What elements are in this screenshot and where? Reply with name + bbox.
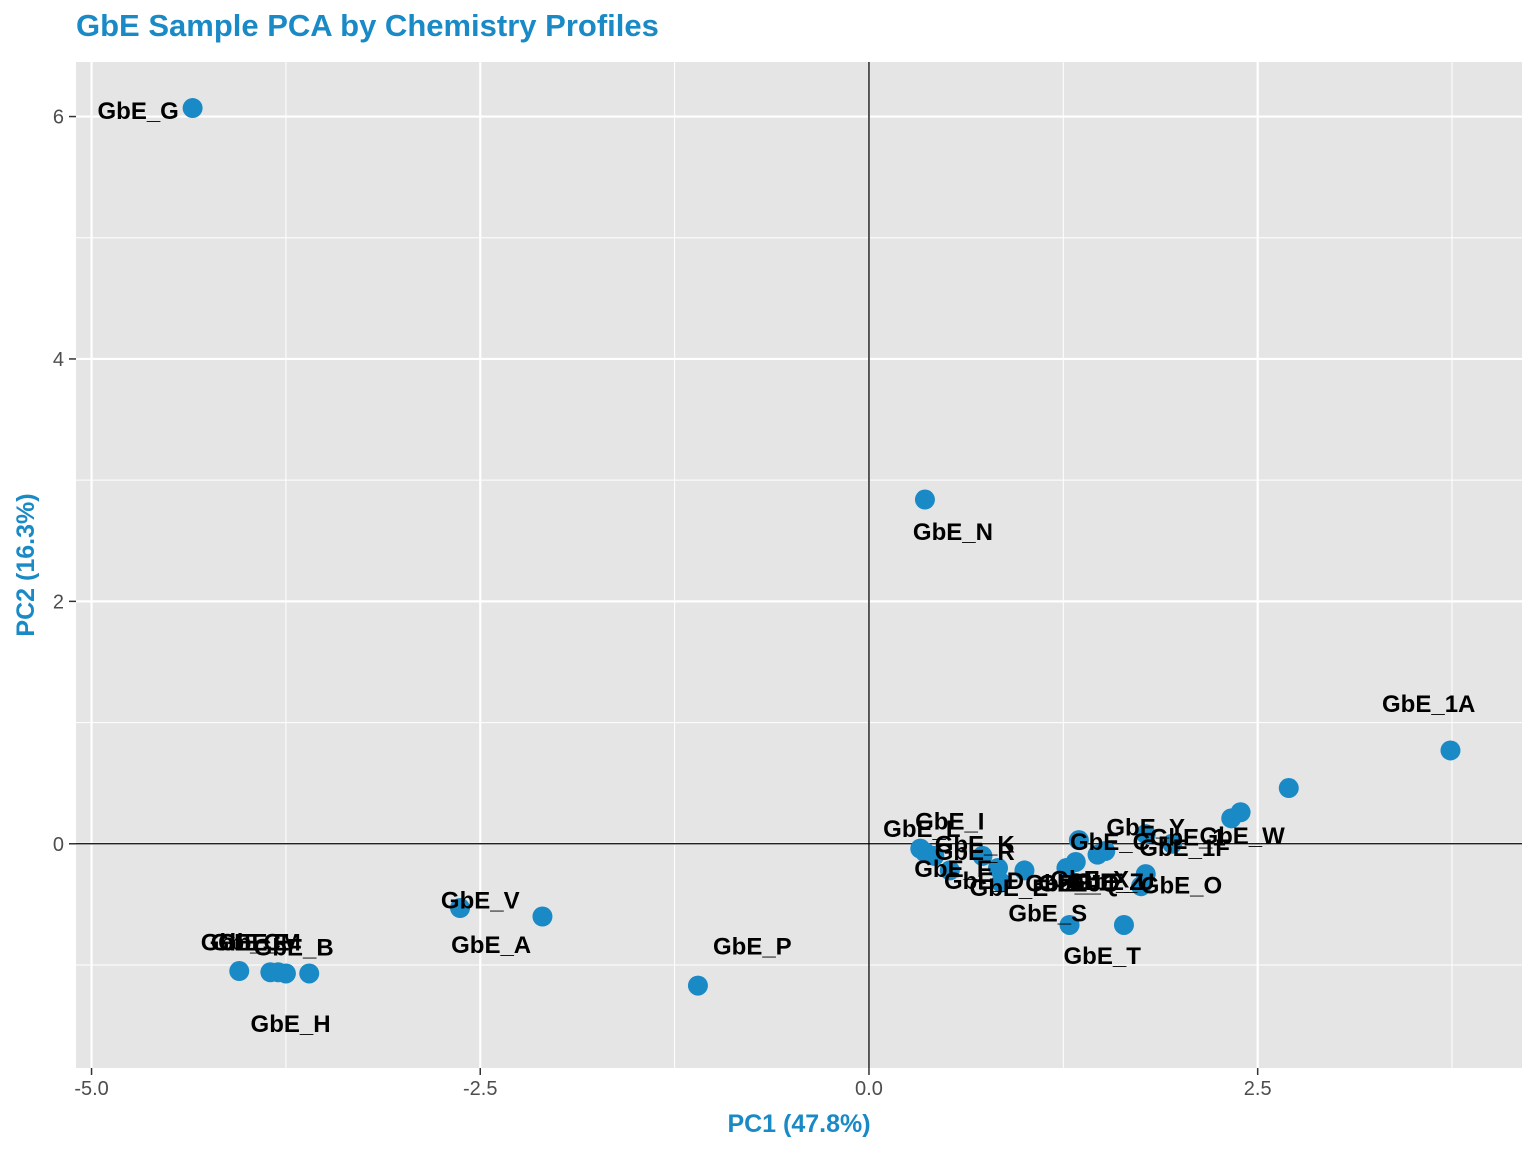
point-label: GbE_F [914, 856, 991, 883]
data-point [450, 898, 471, 919]
data-point [914, 489, 935, 510]
data-point [1087, 844, 1108, 865]
point-label: GbE_U [1075, 869, 1155, 896]
data-point [1440, 740, 1461, 761]
point-label: GbE_T [1064, 943, 1142, 970]
point-label: GbE_I [915, 809, 984, 836]
point-label: GbE_P [713, 933, 792, 960]
data-point [687, 975, 708, 996]
point-label: GbE_C [1070, 829, 1150, 856]
point-label: GbE_C [201, 930, 281, 957]
reference-lines [76, 62, 1522, 1068]
point-label: GbE_D [944, 868, 1024, 895]
x-tick-label: 0.0 [855, 1078, 883, 1100]
data-point [532, 906, 553, 927]
data-point [1135, 824, 1156, 845]
data-point [1059, 914, 1080, 935]
point-labels: GbE_GGbE_NGbE_1AGbE_WGbE_1FGbE_YGbE_1GbE… [98, 98, 1476, 1038]
point-label: GbE_H [251, 1011, 331, 1038]
point-label: GbE_E [211, 930, 290, 957]
y-tick-label: 0 [53, 834, 64, 856]
x-axis: -5.0 -2.5 0.0 2.5 [74, 1068, 1272, 1100]
point-label: GbE_L [883, 816, 960, 843]
y-axis: 0 2 4 6 [53, 107, 76, 856]
data-point [299, 963, 320, 984]
point-label: GbE_O [1141, 873, 1222, 900]
point-label: GbE_M [218, 930, 301, 957]
point-label: GbE_V [441, 887, 520, 914]
chart-title: GbE Sample PCA by Chemistry Profiles [76, 8, 659, 43]
point-label: GbE_N [913, 519, 993, 546]
data-point [1014, 860, 1035, 881]
data-point [924, 845, 945, 866]
point-label: GbE_X [1050, 867, 1129, 894]
point-label: GbE_W [1199, 823, 1285, 850]
data-point [939, 860, 960, 881]
data-point [182, 98, 203, 119]
point-label: GbE_S [1008, 901, 1087, 928]
point-label: GbE_R [935, 839, 1015, 866]
data-point [988, 858, 1009, 879]
point-label: GbE_1F [1139, 835, 1230, 862]
point-label: GbE_A [451, 932, 531, 959]
y-tick-label: 2 [53, 591, 64, 613]
point-label: GbE_G [98, 98, 179, 125]
data-point [229, 961, 250, 982]
point-label: GbE_B [254, 935, 334, 962]
x-tick-label: 2.5 [1244, 1078, 1272, 1100]
data-point [972, 845, 993, 866]
x-tick-label: -5.0 [74, 1078, 108, 1100]
data-point [1131, 876, 1152, 897]
y-tick-label: 4 [53, 349, 64, 371]
data-point [1162, 833, 1183, 854]
point-label: GbE_K [935, 832, 1016, 859]
data-point [1056, 858, 1077, 879]
data-point [1068, 830, 1089, 851]
x-tick-label: -2.5 [463, 1078, 497, 1100]
data-point [260, 962, 281, 983]
point-label: GbE_Y [1106, 815, 1185, 842]
plot-panel [76, 62, 1522, 1068]
data-points [182, 98, 1461, 996]
data-point [1113, 914, 1134, 935]
point-label: GbE_1A [1382, 691, 1475, 718]
data-point [1221, 808, 1242, 829]
grid-minor [76, 62, 1522, 1068]
point-label: GbE_Q [1038, 870, 1119, 897]
point-label: GbE_E [970, 875, 1049, 902]
point-label: GbE_Z [1067, 869, 1144, 896]
point-label: GbE_1 [1150, 824, 1226, 851]
point-label: GbE_J [1025, 870, 1101, 897]
data-point [1278, 778, 1299, 799]
y-axis-title: PC2 (16.3%) [12, 493, 40, 636]
x-axis-title: PC1 (47.8%) [727, 1110, 870, 1138]
y-tick-label: 6 [53, 107, 64, 129]
